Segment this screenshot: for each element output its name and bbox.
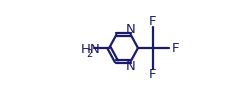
Text: F: F	[149, 68, 156, 81]
Text: 2: 2	[86, 49, 92, 59]
Text: N: N	[126, 60, 136, 73]
Text: H: H	[81, 43, 91, 56]
Text: F: F	[172, 41, 179, 55]
Text: F: F	[149, 15, 156, 28]
Text: N: N	[126, 23, 136, 36]
Text: N: N	[90, 43, 100, 56]
